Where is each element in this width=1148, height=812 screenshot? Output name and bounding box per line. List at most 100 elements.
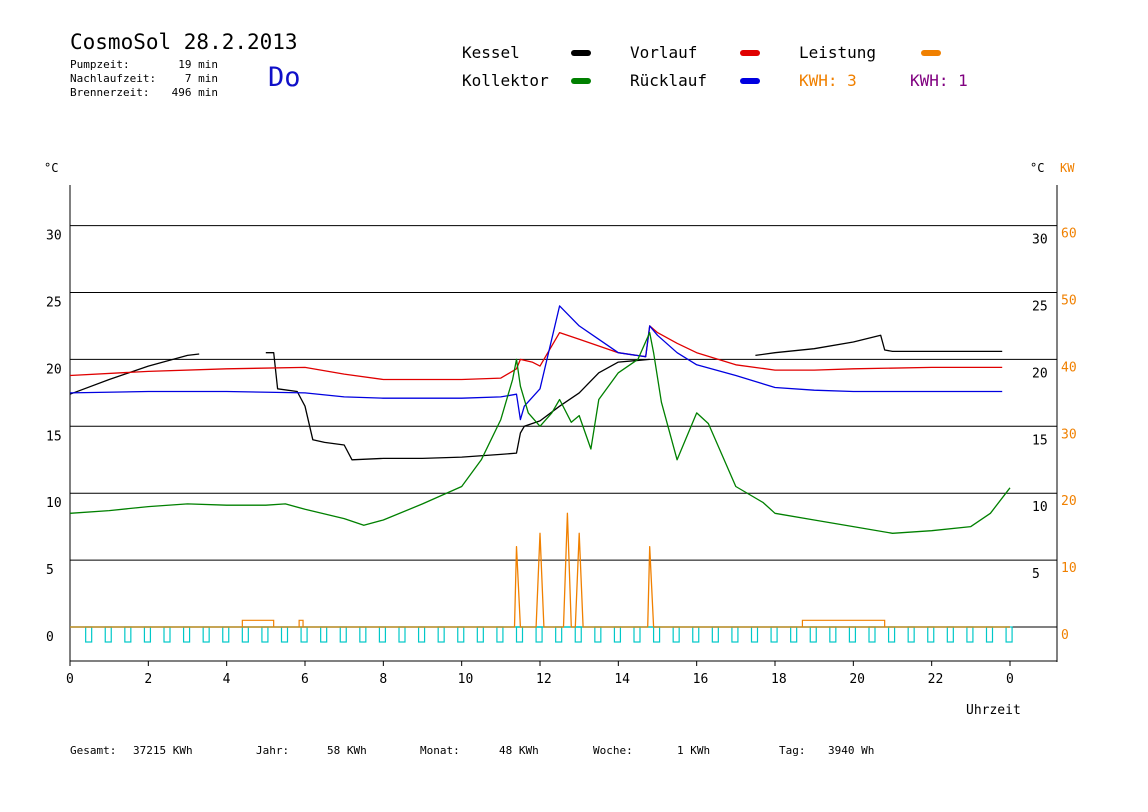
- footer-tag-label: Tag:: [779, 744, 806, 757]
- pump-mark: [887, 626, 896, 643]
- y2-unit-label: KW: [1060, 161, 1075, 175]
- weekday-label: Do: [268, 62, 301, 93]
- pump-mark: [790, 626, 798, 643]
- kwh-step: [801, 619, 886, 627]
- pump-mark: [594, 626, 602, 643]
- y2-tick-label: 0: [1061, 628, 1069, 643]
- y-left-tick-label: 20: [46, 362, 62, 377]
- stat-pumpzeit-value: 19 min: [178, 58, 218, 71]
- y-right-tick-label: 20: [1032, 366, 1048, 381]
- legend-leistung-label: Leistung: [799, 43, 877, 62]
- pump-mark: [672, 626, 680, 643]
- pump-mark: [437, 626, 445, 643]
- kwh-orange-label: KWH: 3: [799, 71, 857, 90]
- pump-mark: [85, 626, 93, 643]
- series-line-leistung: [70, 512, 1010, 628]
- y-right-tick-label: 5: [1032, 567, 1040, 582]
- x-tick-label: 4: [223, 672, 231, 687]
- x-tick-label: 18: [771, 672, 787, 687]
- legend-leistung-swatch: [921, 50, 941, 56]
- y-right-tick-label: 30: [1032, 233, 1048, 248]
- stat-pumpzeit-label: Pumpzeit:: [70, 58, 130, 71]
- legend-vorlauf-swatch: [740, 50, 760, 56]
- pump-mark: [182, 626, 191, 643]
- pump-mark: [966, 626, 974, 643]
- pump-mark: [339, 626, 347, 643]
- pump-mark: [417, 626, 426, 643]
- footer-monat-value: 48 KWh: [499, 744, 539, 757]
- y2-tick-label: 40: [1061, 360, 1077, 375]
- y-left-tick-label: 0: [46, 630, 54, 645]
- pump-mark: [927, 626, 935, 643]
- pump-mark: [731, 626, 739, 643]
- y-left-tick-label: 25: [46, 296, 62, 311]
- y-right-tick-label: 25: [1032, 300, 1048, 315]
- footer-monat-label: Monat:: [420, 744, 460, 757]
- chart-title: CosmoSol 28.2.2013: [70, 30, 298, 54]
- y-right-tick-label: 15: [1032, 433, 1048, 448]
- y2-tick-label: 30: [1061, 427, 1077, 442]
- footer-woche-label: Woche:: [593, 744, 633, 757]
- legend-kessel-label: Kessel: [462, 43, 520, 62]
- x-tick-label: 0: [66, 672, 74, 687]
- pump-mark: [222, 626, 230, 643]
- y2-tick-label: 60: [1061, 227, 1077, 242]
- pump-mark: [515, 626, 524, 643]
- stat-brennerzeit-value: 496 min: [171, 86, 218, 99]
- pump-mark: [848, 626, 857, 643]
- pump-mark: [496, 626, 504, 643]
- pump-mark: [633, 626, 641, 643]
- x-tick-label: 10: [458, 672, 474, 687]
- pump-mark: [124, 626, 132, 643]
- pump-mark: [711, 626, 719, 643]
- x-tick-label: 20: [849, 672, 865, 687]
- series-line-ruecklauf: [69, 305, 1003, 421]
- y-left-tick-label: 5: [46, 563, 54, 578]
- x-tick-label: 0: [1006, 672, 1014, 687]
- pump-mark: [613, 626, 622, 643]
- x-tick-label: 12: [536, 672, 552, 687]
- pump-mark: [652, 626, 661, 643]
- y2-tick-label: 50: [1061, 294, 1077, 309]
- x-tick-label: 8: [379, 672, 387, 687]
- kwh-purple-label: KWH: 1: [910, 71, 968, 90]
- pump-mark: [202, 626, 210, 643]
- y2-tick-label: 20: [1061, 494, 1077, 509]
- y-left-tick-label: 30: [46, 229, 62, 244]
- pump-mark: [359, 626, 367, 643]
- legend-kollektor-label: Kollektor: [462, 71, 549, 90]
- x-tick-label: 22: [928, 672, 944, 687]
- y-left-tick-label: 10: [46, 496, 62, 511]
- pump-mark: [770, 626, 778, 643]
- stat-brennerzeit-label: Brennerzeit:: [70, 86, 150, 99]
- x-tick-label: 2: [144, 672, 152, 687]
- kwh-step: [241, 619, 275, 627]
- pump-mark: [946, 626, 954, 643]
- pump-mark: [829, 626, 837, 643]
- pump-mark: [535, 626, 543, 643]
- kwh-step: [298, 619, 304, 627]
- footer-jahr-label: Jahr:: [256, 744, 290, 757]
- pump-mark: [555, 626, 563, 643]
- pump-mark: [300, 626, 308, 643]
- pump-mark: [261, 626, 269, 643]
- pump-mark: [985, 626, 994, 643]
- series-line-kessel: [69, 353, 200, 395]
- pump-mark: [868, 626, 876, 643]
- x-tick-label: 6: [301, 672, 309, 687]
- footer-jahr-value: 58 KWh: [327, 744, 367, 757]
- pump-mark: [398, 626, 406, 643]
- pump-mark: [104, 626, 112, 643]
- series-line-kessel: [755, 334, 1003, 357]
- x-tick-label: 16: [693, 672, 709, 687]
- stat-nachlaufzeit-value: 7 min: [184, 72, 218, 85]
- x-axis-label: Uhrzeit: [966, 703, 1021, 718]
- footer-woche-value: 1 KWh: [677, 744, 711, 757]
- y-left-tick-label: 15: [46, 429, 62, 444]
- legend-kessel-swatch: [571, 50, 591, 56]
- series-line-vorlauf: [69, 325, 1003, 381]
- y-left-unit-label: °C: [44, 161, 58, 175]
- legend-kollektor-swatch: [571, 78, 591, 84]
- y-right-unit-label: °C: [1030, 161, 1044, 175]
